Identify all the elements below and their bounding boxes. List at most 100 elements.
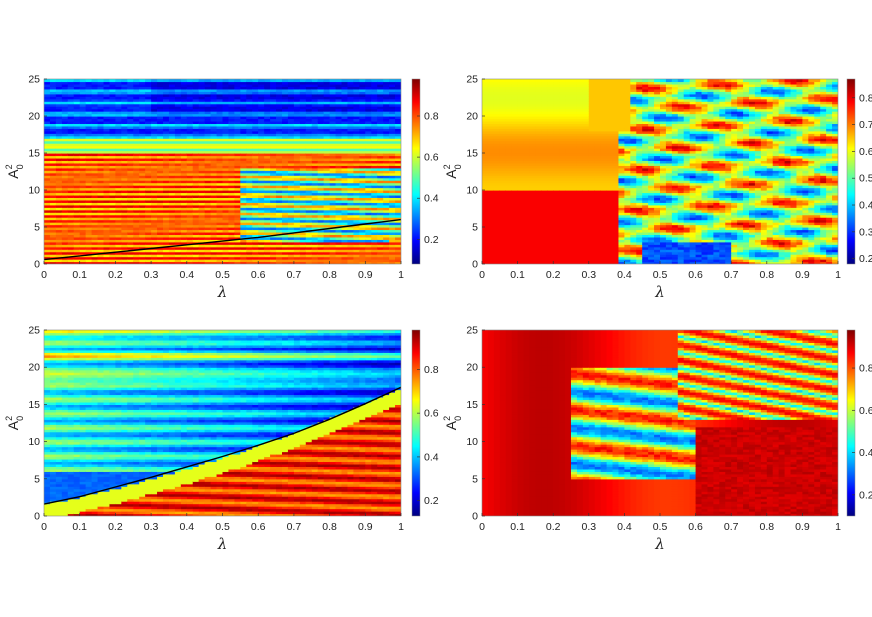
heatmap-cell bbox=[91, 133, 99, 137]
heatmap-cell bbox=[258, 133, 265, 137]
heatmap-cell bbox=[61, 111, 69, 115]
heatmap-cell bbox=[44, 192, 51, 196]
heatmap-cell bbox=[395, 150, 401, 154]
heatmap-cell bbox=[151, 177, 158, 181]
heatmap-cell bbox=[210, 81, 218, 85]
heatmap-cell bbox=[115, 172, 122, 176]
heatmap-cell bbox=[511, 103, 519, 107]
heatmap-cell bbox=[133, 125, 140, 129]
heatmap-cell bbox=[49, 93, 57, 97]
heatmap-cell bbox=[511, 153, 519, 157]
heatmap-cell bbox=[222, 222, 230, 226]
heatmap-cell bbox=[145, 175, 152, 179]
heatmap-cell bbox=[186, 167, 194, 171]
heatmap-cell bbox=[270, 197, 277, 201]
heatmap-cell bbox=[139, 160, 146, 164]
heatmap-cell bbox=[377, 93, 384, 97]
heatmap-cell bbox=[180, 130, 188, 134]
heatmap-cell bbox=[493, 133, 501, 137]
heatmap-cell bbox=[49, 83, 57, 87]
heatmap-cell bbox=[186, 182, 194, 186]
heatmap-cell bbox=[97, 116, 105, 120]
heatmap-cell bbox=[67, 106, 75, 110]
heatmap-cell bbox=[317, 236, 325, 240]
heatmap-cell bbox=[282, 145, 289, 149]
heatmap-cell bbox=[323, 261, 331, 264]
heatmap-cell bbox=[499, 108, 507, 112]
heatmap-cell bbox=[493, 108, 501, 112]
heatmap-cell bbox=[258, 125, 265, 129]
heatmap-cell bbox=[145, 227, 152, 231]
heatmap-cell bbox=[258, 148, 265, 152]
heatmap-cell bbox=[347, 98, 354, 102]
heatmap-cell bbox=[234, 185, 241, 189]
heatmap-cell bbox=[204, 86, 212, 90]
heatmap-cell bbox=[482, 120, 489, 124]
heatmap-cell bbox=[186, 199, 194, 203]
heatmap-cell bbox=[228, 170, 235, 174]
heatmap-cell bbox=[505, 239, 513, 243]
heatmap-cell bbox=[145, 140, 152, 144]
heatmap-cell bbox=[487, 165, 495, 169]
heatmap-cell bbox=[487, 155, 495, 159]
heatmap-cell bbox=[79, 81, 87, 85]
heatmap-cell bbox=[180, 101, 188, 105]
heatmap-cell bbox=[85, 157, 93, 161]
heatmap-cell bbox=[163, 81, 170, 85]
heatmap-cell bbox=[186, 145, 194, 149]
heatmap-cell bbox=[359, 157, 366, 161]
heatmap-cell bbox=[228, 217, 235, 221]
heatmap-cell bbox=[240, 91, 247, 95]
heatmap-cell bbox=[103, 83, 111, 87]
heatmap-cell bbox=[91, 83, 99, 87]
heatmap-cell bbox=[67, 234, 75, 238]
heatmap-cell bbox=[115, 135, 122, 139]
heatmap-cell bbox=[44, 212, 51, 216]
heatmap-cell bbox=[115, 98, 122, 102]
heatmap-cell bbox=[389, 96, 396, 100]
heatmap-cell bbox=[97, 108, 105, 112]
heatmap-cell bbox=[168, 214, 176, 218]
heatmap-cell bbox=[234, 172, 241, 176]
heatmap-cell bbox=[127, 209, 134, 213]
heatmap-cell bbox=[55, 96, 63, 100]
heatmap-cell bbox=[341, 175, 349, 179]
heatmap-cell bbox=[44, 133, 51, 137]
heatmap-cell bbox=[240, 135, 247, 139]
heatmap-cell bbox=[73, 227, 81, 231]
heatmap-cell bbox=[282, 165, 289, 169]
heatmap-cell bbox=[499, 153, 507, 157]
heatmap-cell bbox=[85, 106, 93, 110]
heatmap-cell bbox=[127, 227, 134, 231]
heatmap-cell bbox=[174, 175, 182, 179]
heatmap-cell bbox=[91, 160, 99, 164]
heatmap-cell bbox=[85, 241, 93, 245]
heatmap-cell bbox=[109, 123, 116, 127]
heatmap-cell bbox=[192, 227, 200, 231]
heatmap-cell bbox=[505, 113, 513, 117]
heatmap-cell bbox=[109, 128, 116, 132]
heatmap-cell bbox=[222, 187, 230, 191]
heatmap-cell bbox=[353, 138, 360, 142]
heatmap-cell bbox=[240, 86, 247, 90]
heatmap-cell bbox=[487, 130, 495, 134]
heatmap-cell bbox=[151, 108, 158, 112]
heatmap-cell bbox=[139, 182, 146, 186]
heatmap-cell bbox=[186, 133, 194, 137]
heatmap-cell bbox=[317, 157, 325, 161]
heatmap-cell bbox=[192, 138, 200, 142]
heatmap-cell bbox=[329, 249, 337, 253]
heatmap-cell bbox=[276, 241, 283, 245]
heatmap-cell bbox=[329, 93, 337, 97]
heatmap-cell bbox=[293, 157, 301, 161]
heatmap-cell bbox=[168, 212, 176, 216]
heatmap-cell bbox=[163, 135, 170, 139]
heatmap-cell bbox=[109, 157, 116, 161]
heatmap-cell bbox=[252, 259, 259, 263]
heatmap-cell bbox=[311, 157, 319, 161]
heatmap-cell bbox=[192, 83, 200, 87]
heatmap-cell bbox=[180, 190, 188, 194]
heatmap-cell bbox=[482, 138, 489, 142]
heatmap-cell bbox=[335, 83, 343, 87]
heatmap-cell bbox=[246, 219, 253, 223]
